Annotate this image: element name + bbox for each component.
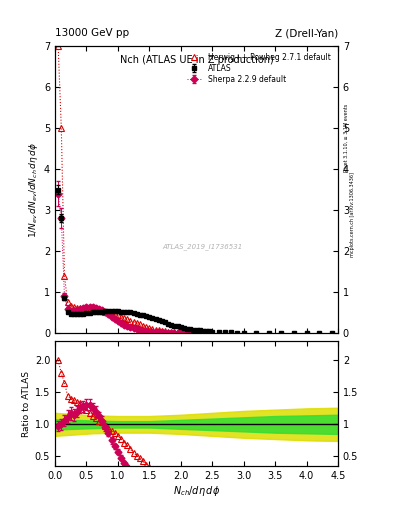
Herwig++ Powheg 2.7.1 default (81, 305, 86, 311)
Text: ATLAS_2019_I1736531: ATLAS_2019_I1736531 (162, 244, 242, 250)
Herwig++ Powheg 2.7.1 default (97, 307, 101, 313)
X-axis label: $N_{ch}/d\eta\,d\phi$: $N_{ch}/d\eta\,d\phi$ (173, 483, 220, 498)
Herwig++ Powheg 2.7.1 default (172, 329, 177, 335)
Herwig++ Powheg 2.7.1 default (141, 323, 145, 329)
Herwig++ Powheg 2.7.1 default (156, 327, 161, 333)
Herwig++ Powheg 2.7.1 default (191, 330, 196, 336)
Herwig++ Powheg 2.7.1 default (78, 305, 83, 311)
Herwig++ Powheg 2.7.1 default (59, 125, 64, 131)
Herwig++ Powheg 2.7.1 default (178, 330, 183, 336)
Herwig++ Powheg 2.7.1 default (119, 313, 123, 319)
Text: 13000 GeV pp: 13000 GeV pp (55, 28, 129, 38)
Text: Rivet 3.1.10, ≥ 3.1M events: Rivet 3.1.10, ≥ 3.1M events (344, 104, 349, 173)
Herwig++ Powheg 2.7.1 default (112, 311, 117, 317)
Herwig++ Powheg 2.7.1 default (90, 307, 95, 313)
Line: Herwig++ Powheg 2.7.1 default: Herwig++ Powheg 2.7.1 default (55, 44, 196, 335)
Herwig++ Powheg 2.7.1 default (100, 308, 105, 314)
Herwig++ Powheg 2.7.1 default (188, 330, 193, 336)
Herwig++ Powheg 2.7.1 default (144, 324, 149, 330)
Herwig++ Powheg 2.7.1 default (182, 330, 186, 336)
Herwig++ Powheg 2.7.1 default (134, 320, 139, 326)
Herwig++ Powheg 2.7.1 default (122, 315, 127, 321)
Herwig++ Powheg 2.7.1 default (185, 330, 189, 336)
Herwig++ Powheg 2.7.1 default (169, 329, 174, 335)
Herwig++ Powheg 2.7.1 default (175, 329, 180, 335)
Herwig++ Powheg 2.7.1 default (153, 327, 158, 333)
Y-axis label: $1/N_{ev}\,dN_{ev}/dN_{ch}\,d\eta\,d\phi$: $1/N_{ev}\,dN_{ev}/dN_{ch}\,d\eta\,d\phi… (27, 141, 40, 238)
Herwig++ Powheg 2.7.1 default (138, 321, 142, 327)
Herwig++ Powheg 2.7.1 default (68, 303, 73, 309)
Herwig++ Powheg 2.7.1 default (84, 306, 89, 312)
Herwig++ Powheg 2.7.1 default (150, 326, 155, 332)
Herwig++ Powheg 2.7.1 default (147, 325, 152, 331)
Herwig++ Powheg 2.7.1 default (94, 307, 98, 313)
Herwig++ Powheg 2.7.1 default (166, 329, 171, 335)
Text: mcplots.cern.ch [arXiv:1306.3436]: mcplots.cern.ch [arXiv:1306.3436] (350, 173, 355, 258)
Text: Z (Drell-Yan): Z (Drell-Yan) (275, 28, 338, 38)
Herwig++ Powheg 2.7.1 default (62, 272, 67, 279)
Herwig++ Powheg 2.7.1 default (109, 310, 114, 316)
Herwig++ Powheg 2.7.1 default (160, 328, 164, 334)
Herwig++ Powheg 2.7.1 default (75, 305, 79, 311)
Text: Nch (ATLAS UE in Z production): Nch (ATLAS UE in Z production) (119, 55, 274, 65)
Herwig++ Powheg 2.7.1 default (116, 312, 120, 318)
Herwig++ Powheg 2.7.1 default (131, 319, 136, 325)
Herwig++ Powheg 2.7.1 default (56, 43, 61, 49)
Herwig++ Powheg 2.7.1 default (125, 316, 130, 322)
Herwig++ Powheg 2.7.1 default (87, 306, 92, 312)
Herwig++ Powheg 2.7.1 default (72, 304, 76, 310)
Y-axis label: Ratio to ATLAS: Ratio to ATLAS (22, 371, 31, 437)
Legend: Herwig++ Powheg 2.7.1 default, ATLAS, Sherpa 2.2.9 default: Herwig++ Powheg 2.7.1 default, ATLAS, Sh… (184, 50, 334, 87)
Herwig++ Powheg 2.7.1 default (103, 309, 108, 315)
Herwig++ Powheg 2.7.1 default (163, 328, 167, 334)
Herwig++ Powheg 2.7.1 default (65, 299, 70, 305)
Herwig++ Powheg 2.7.1 default (128, 317, 133, 324)
Herwig++ Powheg 2.7.1 default (106, 309, 111, 315)
